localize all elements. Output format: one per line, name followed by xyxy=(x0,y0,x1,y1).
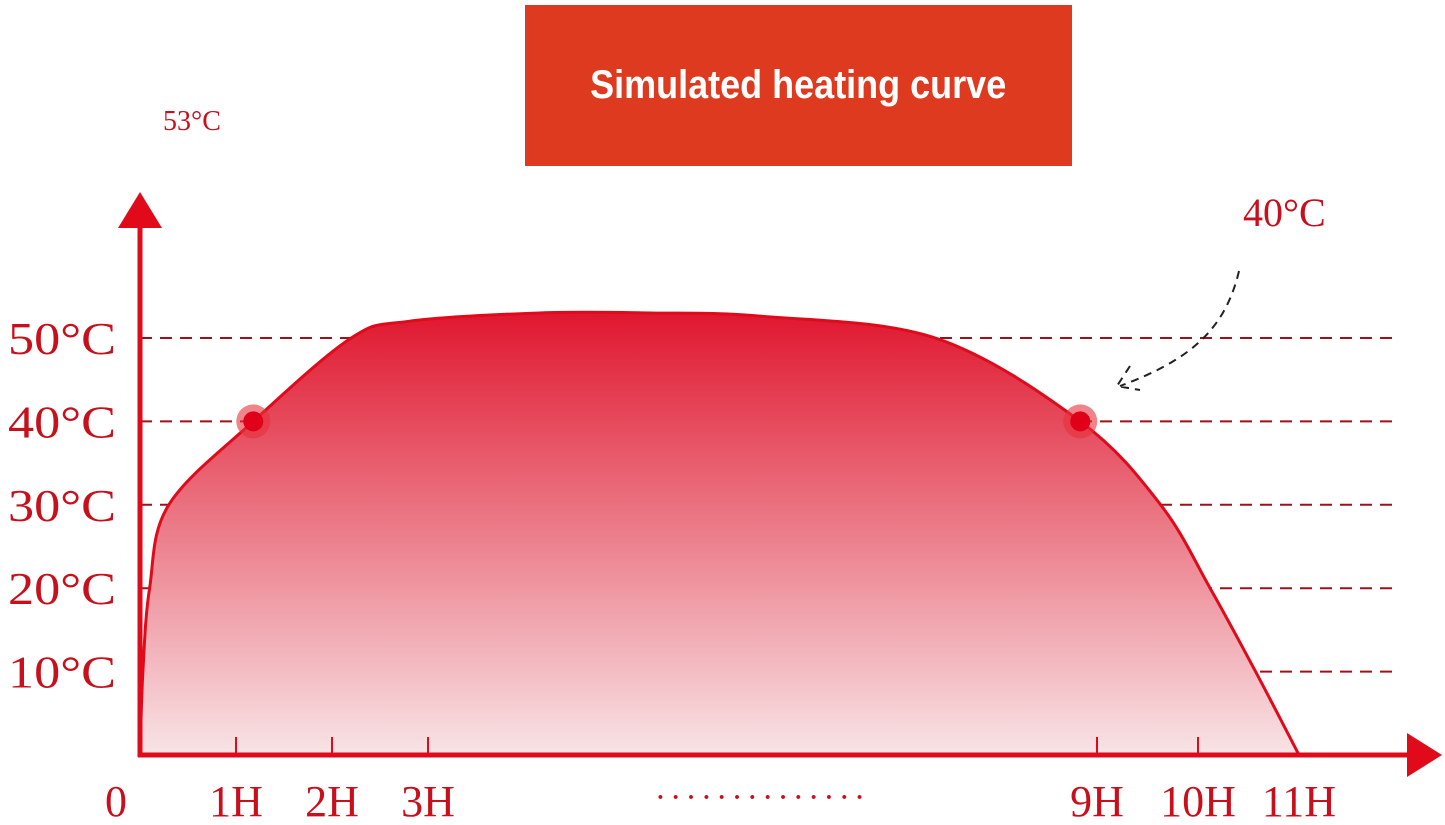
chart-title-box: Simulated heating curve xyxy=(525,5,1072,166)
x-tick-label: 0 xyxy=(105,777,127,825)
y-axis-arrow-icon xyxy=(118,192,162,228)
x-tick-label: 3H xyxy=(401,777,455,825)
x-break-dots: ·············· xyxy=(655,779,870,816)
x-axis-arrow-icon xyxy=(1407,733,1442,777)
chart-title: Simulated heating curve xyxy=(590,63,1007,107)
x-tick-label: 2H xyxy=(305,777,359,825)
y-tick-label: 40°C xyxy=(8,396,116,447)
y-tick-label: 20°C xyxy=(8,563,116,614)
x-tick-label: 9H xyxy=(1070,777,1124,825)
y-tick-label: 50°C xyxy=(8,313,116,364)
heating-curve-area xyxy=(138,310,1302,757)
y-top-label: 53°C xyxy=(163,106,221,137)
marker-point xyxy=(1070,411,1091,432)
x-tick-label: 1H xyxy=(209,777,263,825)
y-tick-label: 10°C xyxy=(8,647,116,698)
y-tick-label: 30°C xyxy=(8,480,116,531)
annotation-label: 40°C xyxy=(1243,190,1326,235)
annotation-arrow xyxy=(1115,270,1240,391)
x-tick-label: 11H xyxy=(1262,777,1336,825)
x-tick-label: 10H xyxy=(1160,777,1236,825)
marker-point xyxy=(243,411,264,432)
